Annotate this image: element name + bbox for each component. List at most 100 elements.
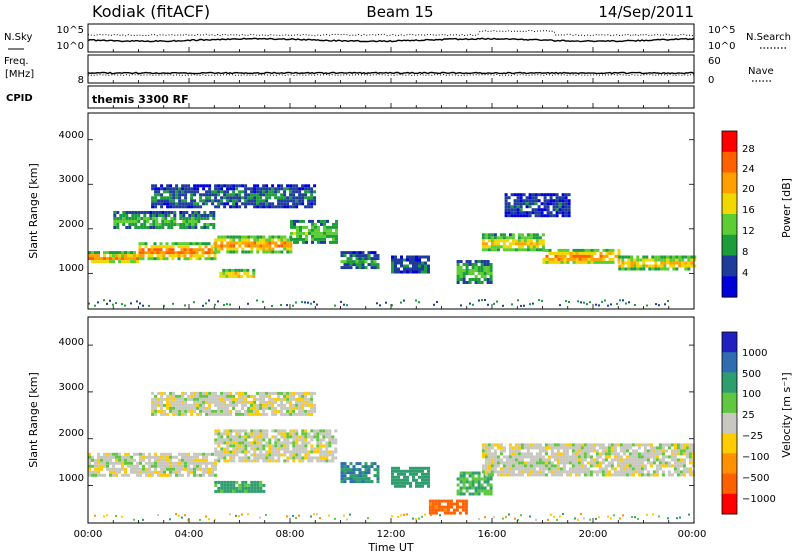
heatmap-cell xyxy=(256,190,260,194)
heatmap-cell xyxy=(235,397,239,401)
heatmap-cell xyxy=(238,241,242,245)
heatmap-cell xyxy=(262,190,266,194)
heatmap-cell xyxy=(232,394,236,398)
heatmap-cell xyxy=(459,471,463,475)
heatmap-cell xyxy=(421,484,424,488)
heatmap-cell xyxy=(678,258,682,262)
heatmap-cell xyxy=(526,248,530,252)
heatmap-cell xyxy=(265,391,269,395)
heatmap-cell xyxy=(118,455,121,459)
heatmap-cell xyxy=(599,251,603,255)
heatmap-cell xyxy=(238,184,242,188)
heatmap-cell xyxy=(196,412,200,416)
heatmap-cell xyxy=(137,226,141,229)
heatmap-cell xyxy=(205,199,209,203)
heatmap-cell xyxy=(316,435,320,439)
heatmap-cell xyxy=(229,456,233,460)
heatmap-cell xyxy=(166,190,170,194)
heatmap-cell xyxy=(367,471,371,475)
heatmap-cell xyxy=(427,475,430,479)
heatmap-cell xyxy=(599,257,603,261)
power-cbar-tick: 4 xyxy=(742,268,748,279)
heatmap-cell xyxy=(298,400,302,404)
heatmap-cell xyxy=(161,223,165,226)
heatmap-cell xyxy=(421,267,424,271)
heatmap-cell xyxy=(211,199,215,203)
heatmap-cell xyxy=(613,443,617,447)
heatmap-cell xyxy=(295,202,299,206)
heatmap-cell xyxy=(103,473,106,477)
heatmap-cell xyxy=(253,205,257,209)
heatmap-cell xyxy=(298,196,302,200)
heatmap-cell xyxy=(607,470,611,474)
heatmap-cell xyxy=(532,446,536,450)
heatmap-cell xyxy=(592,461,596,465)
heatmap-cell xyxy=(679,458,683,462)
heatmap-cell xyxy=(427,258,430,262)
heatmap-cell xyxy=(295,435,299,439)
heatmap-cell xyxy=(172,202,176,206)
heatmap-cell xyxy=(160,199,164,203)
heatmap-cell xyxy=(220,241,224,245)
heatmap-cell xyxy=(483,480,487,484)
heatmap-cell xyxy=(166,467,169,471)
heatmap-cell xyxy=(154,464,157,468)
heatmap-cell xyxy=(271,250,275,254)
heatmap-cell xyxy=(456,275,460,278)
heatmap-cell xyxy=(664,443,668,447)
xtick-label: 00:00 xyxy=(678,529,707,540)
heatmap-cell xyxy=(262,193,266,197)
heatmap-cell xyxy=(241,241,245,245)
heatmap-cell xyxy=(310,196,314,200)
heatmap-cell xyxy=(109,452,112,456)
heatmap-cell xyxy=(684,255,688,259)
heatmap-cell xyxy=(412,261,415,265)
heatmap-cell xyxy=(589,461,593,465)
heatmap-cell xyxy=(598,470,602,474)
heatmap-cell xyxy=(645,264,649,268)
heatmap-cell xyxy=(571,470,575,474)
heatmap-cell xyxy=(532,464,536,468)
heatmap-cell xyxy=(241,456,245,460)
heatmap-cell xyxy=(296,225,299,229)
heatmap-cell xyxy=(421,255,424,259)
heatmap-cell xyxy=(206,214,210,217)
heatmap-cell xyxy=(271,412,275,416)
heatmap-cell xyxy=(202,406,206,410)
heatmap-cell xyxy=(651,258,655,262)
heatmap-cell xyxy=(484,236,488,240)
heatmap-cell xyxy=(403,258,406,262)
heatmap-cell xyxy=(628,458,632,462)
heatmap-cell xyxy=(130,260,133,264)
heatmap-cell xyxy=(607,461,611,465)
heatmap-cell xyxy=(178,400,182,404)
heatmap-cell xyxy=(184,205,188,209)
heatmap-cell xyxy=(231,274,235,278)
heatmap-cell xyxy=(292,304,294,307)
heatmap-cell xyxy=(241,397,245,401)
heatmap-cell xyxy=(220,406,224,410)
heatmap-cell xyxy=(241,250,245,254)
heatmap-cell xyxy=(679,473,683,477)
heatmap-cell xyxy=(541,458,545,462)
heatmap-cell xyxy=(211,391,215,395)
heatmap-cell xyxy=(160,202,164,206)
heatmap-cell xyxy=(550,452,554,456)
heatmap-cell xyxy=(155,217,159,220)
heatmap-cell xyxy=(205,202,209,206)
heatmap-cell xyxy=(601,458,605,462)
heatmap-cell xyxy=(292,202,296,206)
heatmap-cell xyxy=(295,456,299,460)
heatmap-cell xyxy=(137,220,141,223)
heatmap-cell xyxy=(97,455,100,459)
heatmap-cell xyxy=(191,223,195,226)
heatmap-cell xyxy=(474,263,478,266)
heatmap-cell xyxy=(177,245,181,249)
heatmap-cell xyxy=(156,251,160,255)
heatmap-cell xyxy=(499,233,503,237)
heatmap-cell xyxy=(502,467,506,471)
heatmap-cell xyxy=(619,458,623,462)
heatmap-cell xyxy=(663,258,667,262)
heatmap-cell xyxy=(496,242,500,246)
heatmap-cell xyxy=(602,254,606,258)
